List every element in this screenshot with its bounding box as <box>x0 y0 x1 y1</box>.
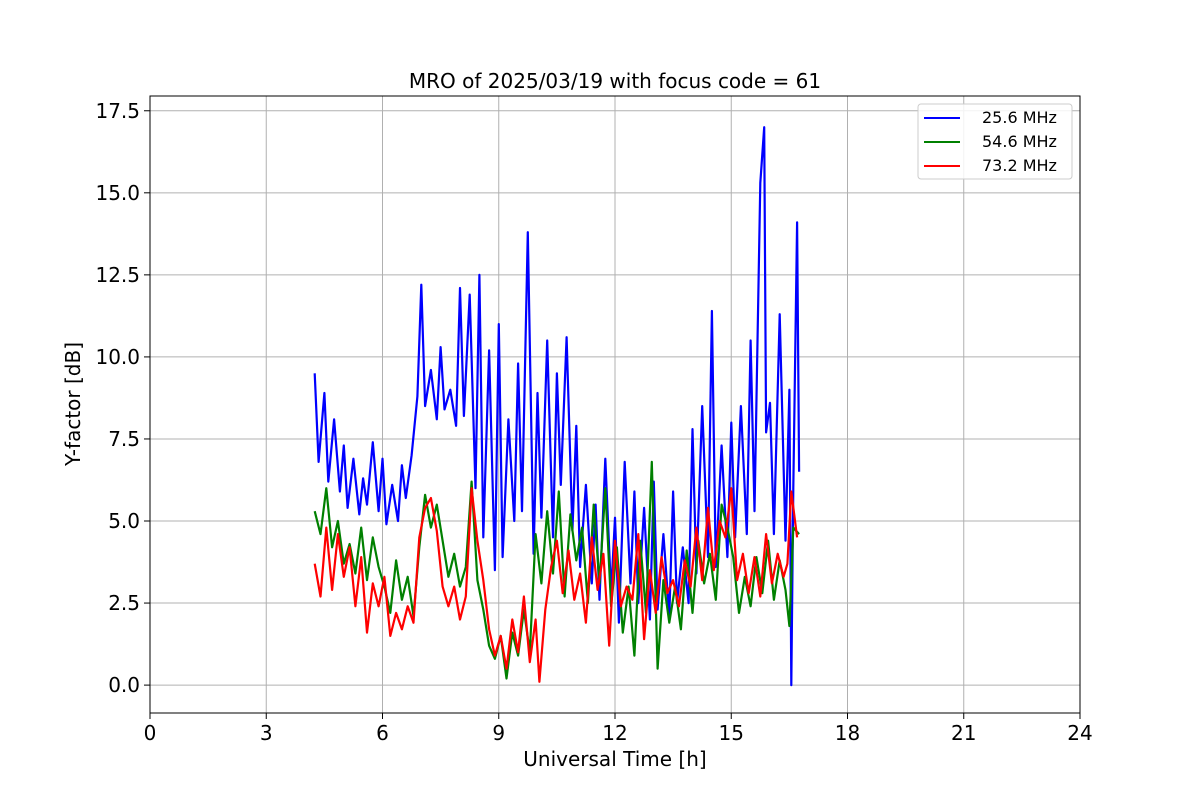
x-tick-label: 12 <box>602 721 627 745</box>
y-tick-label: 17.5 <box>95 99 140 123</box>
x-tick-label: 21 <box>951 721 976 745</box>
y-tick-label: 10.0 <box>95 345 140 369</box>
y-tick-label: 2.5 <box>108 591 140 615</box>
y-tick-label: 7.5 <box>108 427 140 451</box>
y-tick-label: 0.0 <box>108 673 140 697</box>
legend-label-2: 54.6 MHz <box>982 132 1057 151</box>
legend-label-1: 25.6 MHz <box>982 108 1057 127</box>
x-tick-label: 3 <box>260 721 273 745</box>
x-tick-label: 15 <box>719 721 744 745</box>
legend-label-3: 73.2 MHz <box>982 156 1057 175</box>
y-tick-label: 5.0 <box>108 509 140 533</box>
y-tick-label: 12.5 <box>95 263 140 287</box>
x-tick-label: 18 <box>835 721 860 745</box>
legend: 25.6 MHz 54.6 MHz 73.2 MHz <box>917 103 1073 180</box>
legend-box <box>917 103 1073 180</box>
x-tick-label: 24 <box>1067 721 1092 745</box>
series-line-2 <box>313 460 800 680</box>
x-tick-label: 9 <box>492 721 505 745</box>
y-tick-label: 15.0 <box>95 181 140 205</box>
y-axis: 0.0 2.5 5.0 7.5 10.0 12.5 15.0 17.5 <box>95 99 150 697</box>
x-tick-label: 6 <box>376 721 389 745</box>
chart-title: MRO of 2025/03/19 with focus code = 61 <box>409 69 821 93</box>
plot-area <box>313 126 801 687</box>
series-line-3 <box>313 487 799 683</box>
x-axis: 0 3 6 9 12 15 18 21 24 <box>144 713 1093 745</box>
series-layer <box>313 126 801 687</box>
x-axis-label: Universal Time [h] <box>523 747 706 771</box>
series-line-1 <box>313 126 801 687</box>
x-tick-label: 0 <box>144 721 157 745</box>
y-axis-label: Y-factor [dB] <box>61 342 85 467</box>
